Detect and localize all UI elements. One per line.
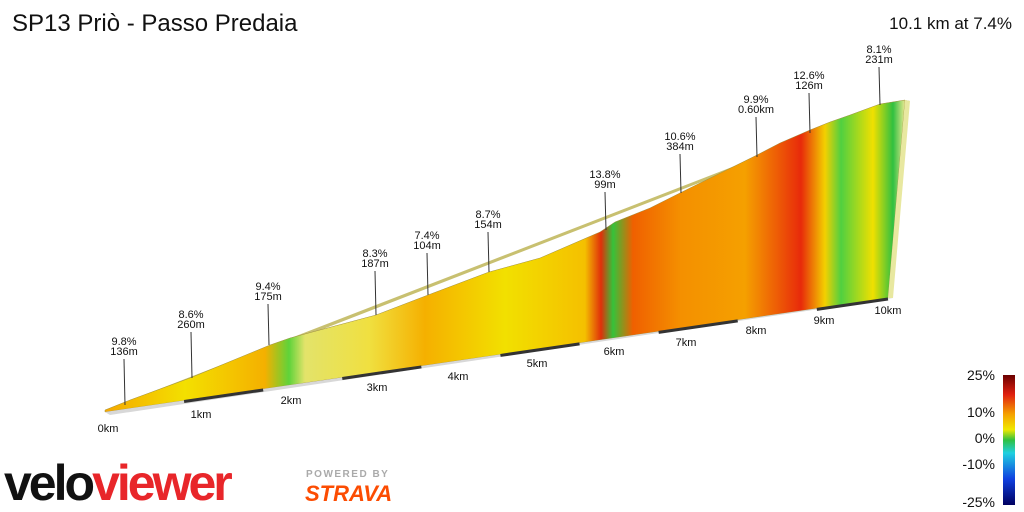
- annotation-leader: [755, 116, 758, 158]
- km-segment: [816, 297, 889, 311]
- annotation-length: 126m: [795, 80, 823, 92]
- annotation-leader: [487, 231, 490, 273]
- km-segment: [500, 342, 580, 357]
- profile-face: [104, 99, 906, 413]
- title: SP13 Priò - Passo Predaia: [12, 10, 298, 37]
- annotation-grade: 7.4%: [414, 230, 439, 242]
- distance-tick-label: 1km: [191, 409, 212, 421]
- legend-tick-label: -10%: [962, 456, 995, 472]
- distance-tick-label: 2km: [281, 395, 302, 407]
- legend: 25% 10% 0% -10% -25%: [962, 367, 995, 510]
- strava-logo: STRAVA: [305, 481, 392, 506]
- distance-tick-label: 9km: [814, 315, 835, 327]
- profile-side: [888, 100, 910, 298]
- annotation-grade: 10.6%: [664, 131, 695, 143]
- distance-tick-label: 4km: [448, 371, 469, 383]
- annotation-leader: [190, 331, 193, 379]
- annotation-length: 0.60km: [738, 104, 774, 116]
- annotation-grade: 9.8%: [111, 336, 136, 348]
- annotation-grade: 8.1%: [866, 44, 891, 56]
- annotation-leader: [267, 303, 270, 346]
- profile-top: [105, 100, 910, 411]
- annotation-length: 99m: [594, 179, 615, 191]
- annotation-leader: [123, 358, 126, 406]
- annotation-length: 136m: [110, 346, 138, 358]
- powered-by: POWERED BY: [306, 469, 389, 480]
- distance-tick-label: 3km: [367, 382, 388, 394]
- distance-axis: 0km 1km 2km 3km 4km 5km 6km 7km 8km 9km 10km: [98, 297, 902, 435]
- annotation-grade: 8.6%: [178, 309, 203, 321]
- annotation-length: 231m: [865, 54, 893, 66]
- annotation-length: 260m: [177, 319, 205, 331]
- annotation-grade: 13.8%: [589, 169, 620, 181]
- annotation-length: 154m: [474, 219, 502, 231]
- annotation-length: 175m: [254, 291, 282, 303]
- annotation-leader: [374, 270, 377, 316]
- annotation-leader: [679, 153, 682, 194]
- annotation-grade: 9.9%: [743, 94, 768, 106]
- annotation-leader: [604, 191, 607, 231]
- distance-tick-label: 0km: [98, 423, 119, 435]
- legend-tick-label: 10%: [967, 404, 995, 420]
- km-segment: [342, 365, 422, 380]
- annotation-length: 384m: [666, 141, 694, 153]
- km-segment: [183, 388, 264, 403]
- brand-a: velo: [4, 455, 94, 511]
- distance-tick-label: 5km: [527, 358, 548, 370]
- brand-logo: veloviewer: [4, 455, 232, 511]
- annotation-leader: [878, 66, 881, 106]
- annotation-leader: [426, 252, 429, 296]
- annotations: 9.8%136m 8.6%260m 9.4%175m 8.3%187m 7.4%104m…: [110, 44, 893, 406]
- legend-tick-label: -25%: [962, 494, 995, 510]
- annotation-grade: 12.6%: [793, 70, 824, 82]
- distance-tick-label: 8km: [746, 325, 767, 337]
- legend-bar: [1003, 375, 1015, 505]
- distance-tick-label: 10km: [875, 305, 902, 317]
- brand-b: viewer: [92, 455, 232, 511]
- distance-tick-label: 6km: [604, 346, 625, 358]
- annotation-length: 104m: [413, 240, 441, 252]
- legend-tick-label: 0%: [975, 430, 995, 446]
- distance-tick-label: 7km: [676, 337, 697, 349]
- annotation-length: 187m: [361, 258, 389, 270]
- annotation-grade: 8.7%: [475, 209, 500, 221]
- summary: 10.1 km at 7.4%: [889, 14, 1012, 33]
- annotation-leader: [808, 92, 811, 134]
- km-segment: [658, 319, 738, 334]
- annotation-grade: 8.3%: [362, 248, 387, 260]
- annotation-grade: 9.4%: [255, 281, 280, 293]
- legend-tick-label: 25%: [967, 367, 995, 383]
